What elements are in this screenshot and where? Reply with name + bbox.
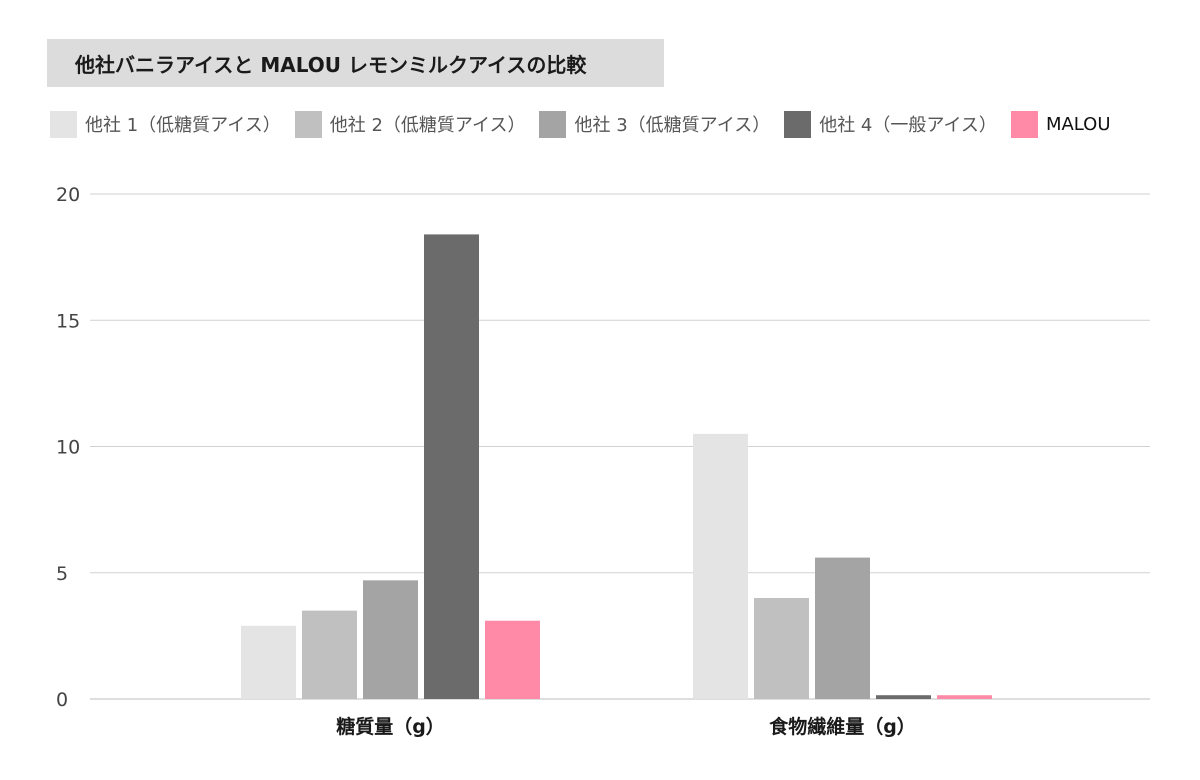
legend-item-company-2: 他社 2（低糖質アイス） [294,110,526,138]
bar-1-4 [937,695,992,699]
legend: 他社 1（低糖質アイス） 他社 2（低糖質アイス） 他社 3（低糖質アイス） 他… [50,109,1125,139]
y-tick-label: 20 [56,184,80,206]
x-category-label: 食物繊維量（g） [769,715,916,738]
legend-item-company-1: 他社 1（低糖質アイス） [50,110,281,138]
legend-swatch [784,110,812,138]
bar-0-4 [485,620,540,699]
legend-item-malou: MALOU [1010,110,1111,138]
y-tick-label: 0 [56,689,68,711]
legend-swatch [294,110,322,138]
y-tick-label: 5 [56,563,68,585]
legend-swatch [50,110,77,138]
legend-swatch [539,110,567,138]
legend-label: 他社 1（低糖質アイス） [85,115,281,136]
y-tick-label: 10 [56,437,80,459]
legend-label: MALOU [1045,113,1111,135]
bar-0-3 [424,234,479,699]
bar-1-0 [693,433,748,699]
bar-1-1 [754,598,809,699]
legend-label: 他社 3（低糖質アイス） [574,115,771,136]
bar-0-1 [302,610,357,699]
legend-swatch [1010,110,1038,138]
bar-0-0 [241,625,296,699]
bar-1-3 [876,695,931,699]
legend-label: 他社 4（一般アイス） [819,115,997,136]
legend-label: 他社 2（低糖質アイス） [329,115,526,136]
bar-0-2 [363,580,418,699]
legend-item-company-4: 他社 4（一般アイス） [784,110,997,138]
y-tick-label: 15 [56,310,80,332]
bar-1-2 [815,557,870,699]
x-category-label: 糖質量（g） [336,715,445,738]
legend-item-company-3: 他社 3（低糖質アイス） [539,110,771,138]
chart-title: 他社バニラアイスと MALOU レモンミルクアイスの比較 [47,39,664,87]
